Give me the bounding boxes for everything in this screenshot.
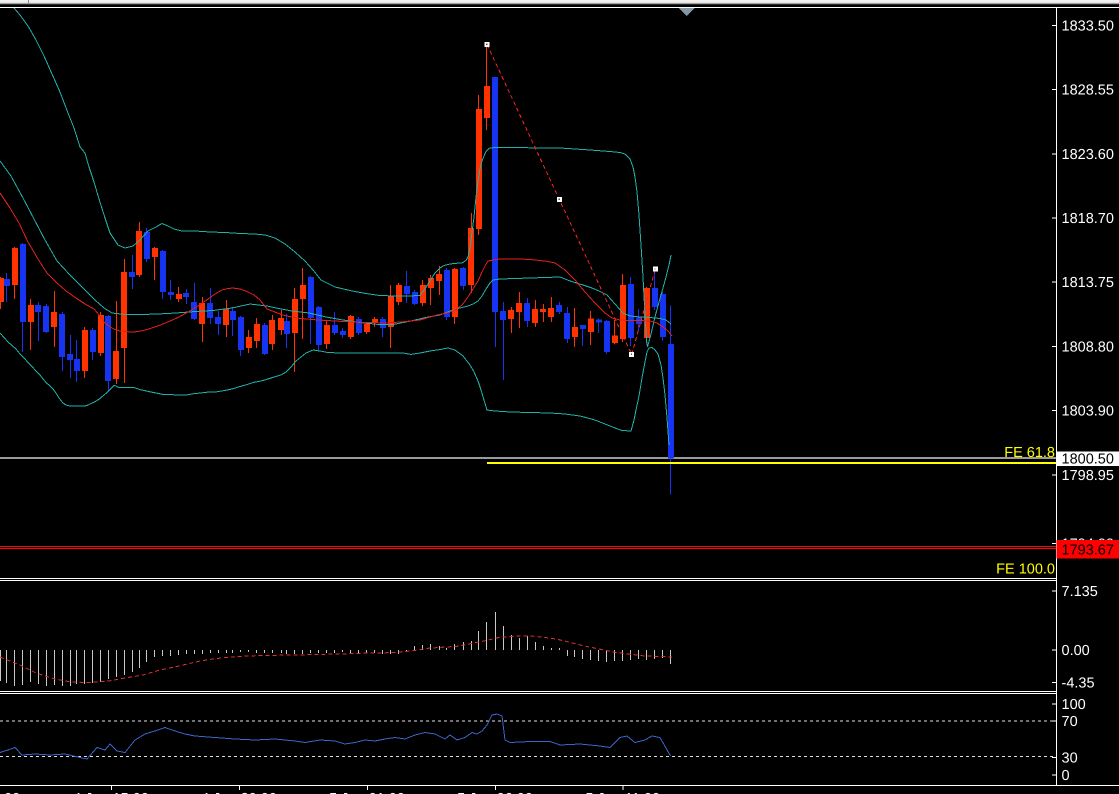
svg-text:1818.70: 1818.70 xyxy=(1062,211,1114,227)
svg-text:70: 70 xyxy=(1062,714,1078,730)
svg-text:5 Jan 01:00: 5 Jan 01:00 xyxy=(329,791,405,794)
svg-text:5 Jan 06:00: 5 Jan 06:00 xyxy=(457,791,533,794)
svg-text:4 Jan 20:00: 4 Jan 20:00 xyxy=(201,791,277,794)
svg-text:30: 30 xyxy=(1062,751,1078,767)
svg-text:1803.90: 1803.90 xyxy=(1062,404,1114,420)
svg-text:1793.67: 1793.67 xyxy=(1062,543,1114,559)
svg-text:7.135: 7.135 xyxy=(1062,584,1098,600)
svg-text:FE 61.8: FE 61.8 xyxy=(1004,445,1055,461)
svg-text:0: 0 xyxy=(1062,768,1070,784)
svg-text:1823.60: 1823.60 xyxy=(1062,147,1114,163)
svg-text:1813.75: 1813.75 xyxy=(1062,275,1114,291)
svg-text:FE 100.0: FE 100.0 xyxy=(996,562,1055,578)
svg-text:-4.35: -4.35 xyxy=(1062,675,1095,691)
svg-text:4 Jan 15:00: 4 Jan 15:00 xyxy=(73,791,149,794)
svg-text:4 Jan 10:00: 4 Jan 10:00 xyxy=(0,791,20,794)
svg-text:1798.95: 1798.95 xyxy=(1062,468,1114,484)
svg-text:1800.50: 1800.50 xyxy=(1062,452,1114,468)
svg-text:1808.80: 1808.80 xyxy=(1062,340,1114,356)
svg-text:1828.55: 1828.55 xyxy=(1062,83,1114,99)
svg-text:1833.50: 1833.50 xyxy=(1062,18,1114,34)
svg-text:5 Jan 11:00: 5 Jan 11:00 xyxy=(585,791,660,794)
svg-text:100: 100 xyxy=(1062,697,1086,713)
svg-text:0.00: 0.00 xyxy=(1062,643,1090,659)
